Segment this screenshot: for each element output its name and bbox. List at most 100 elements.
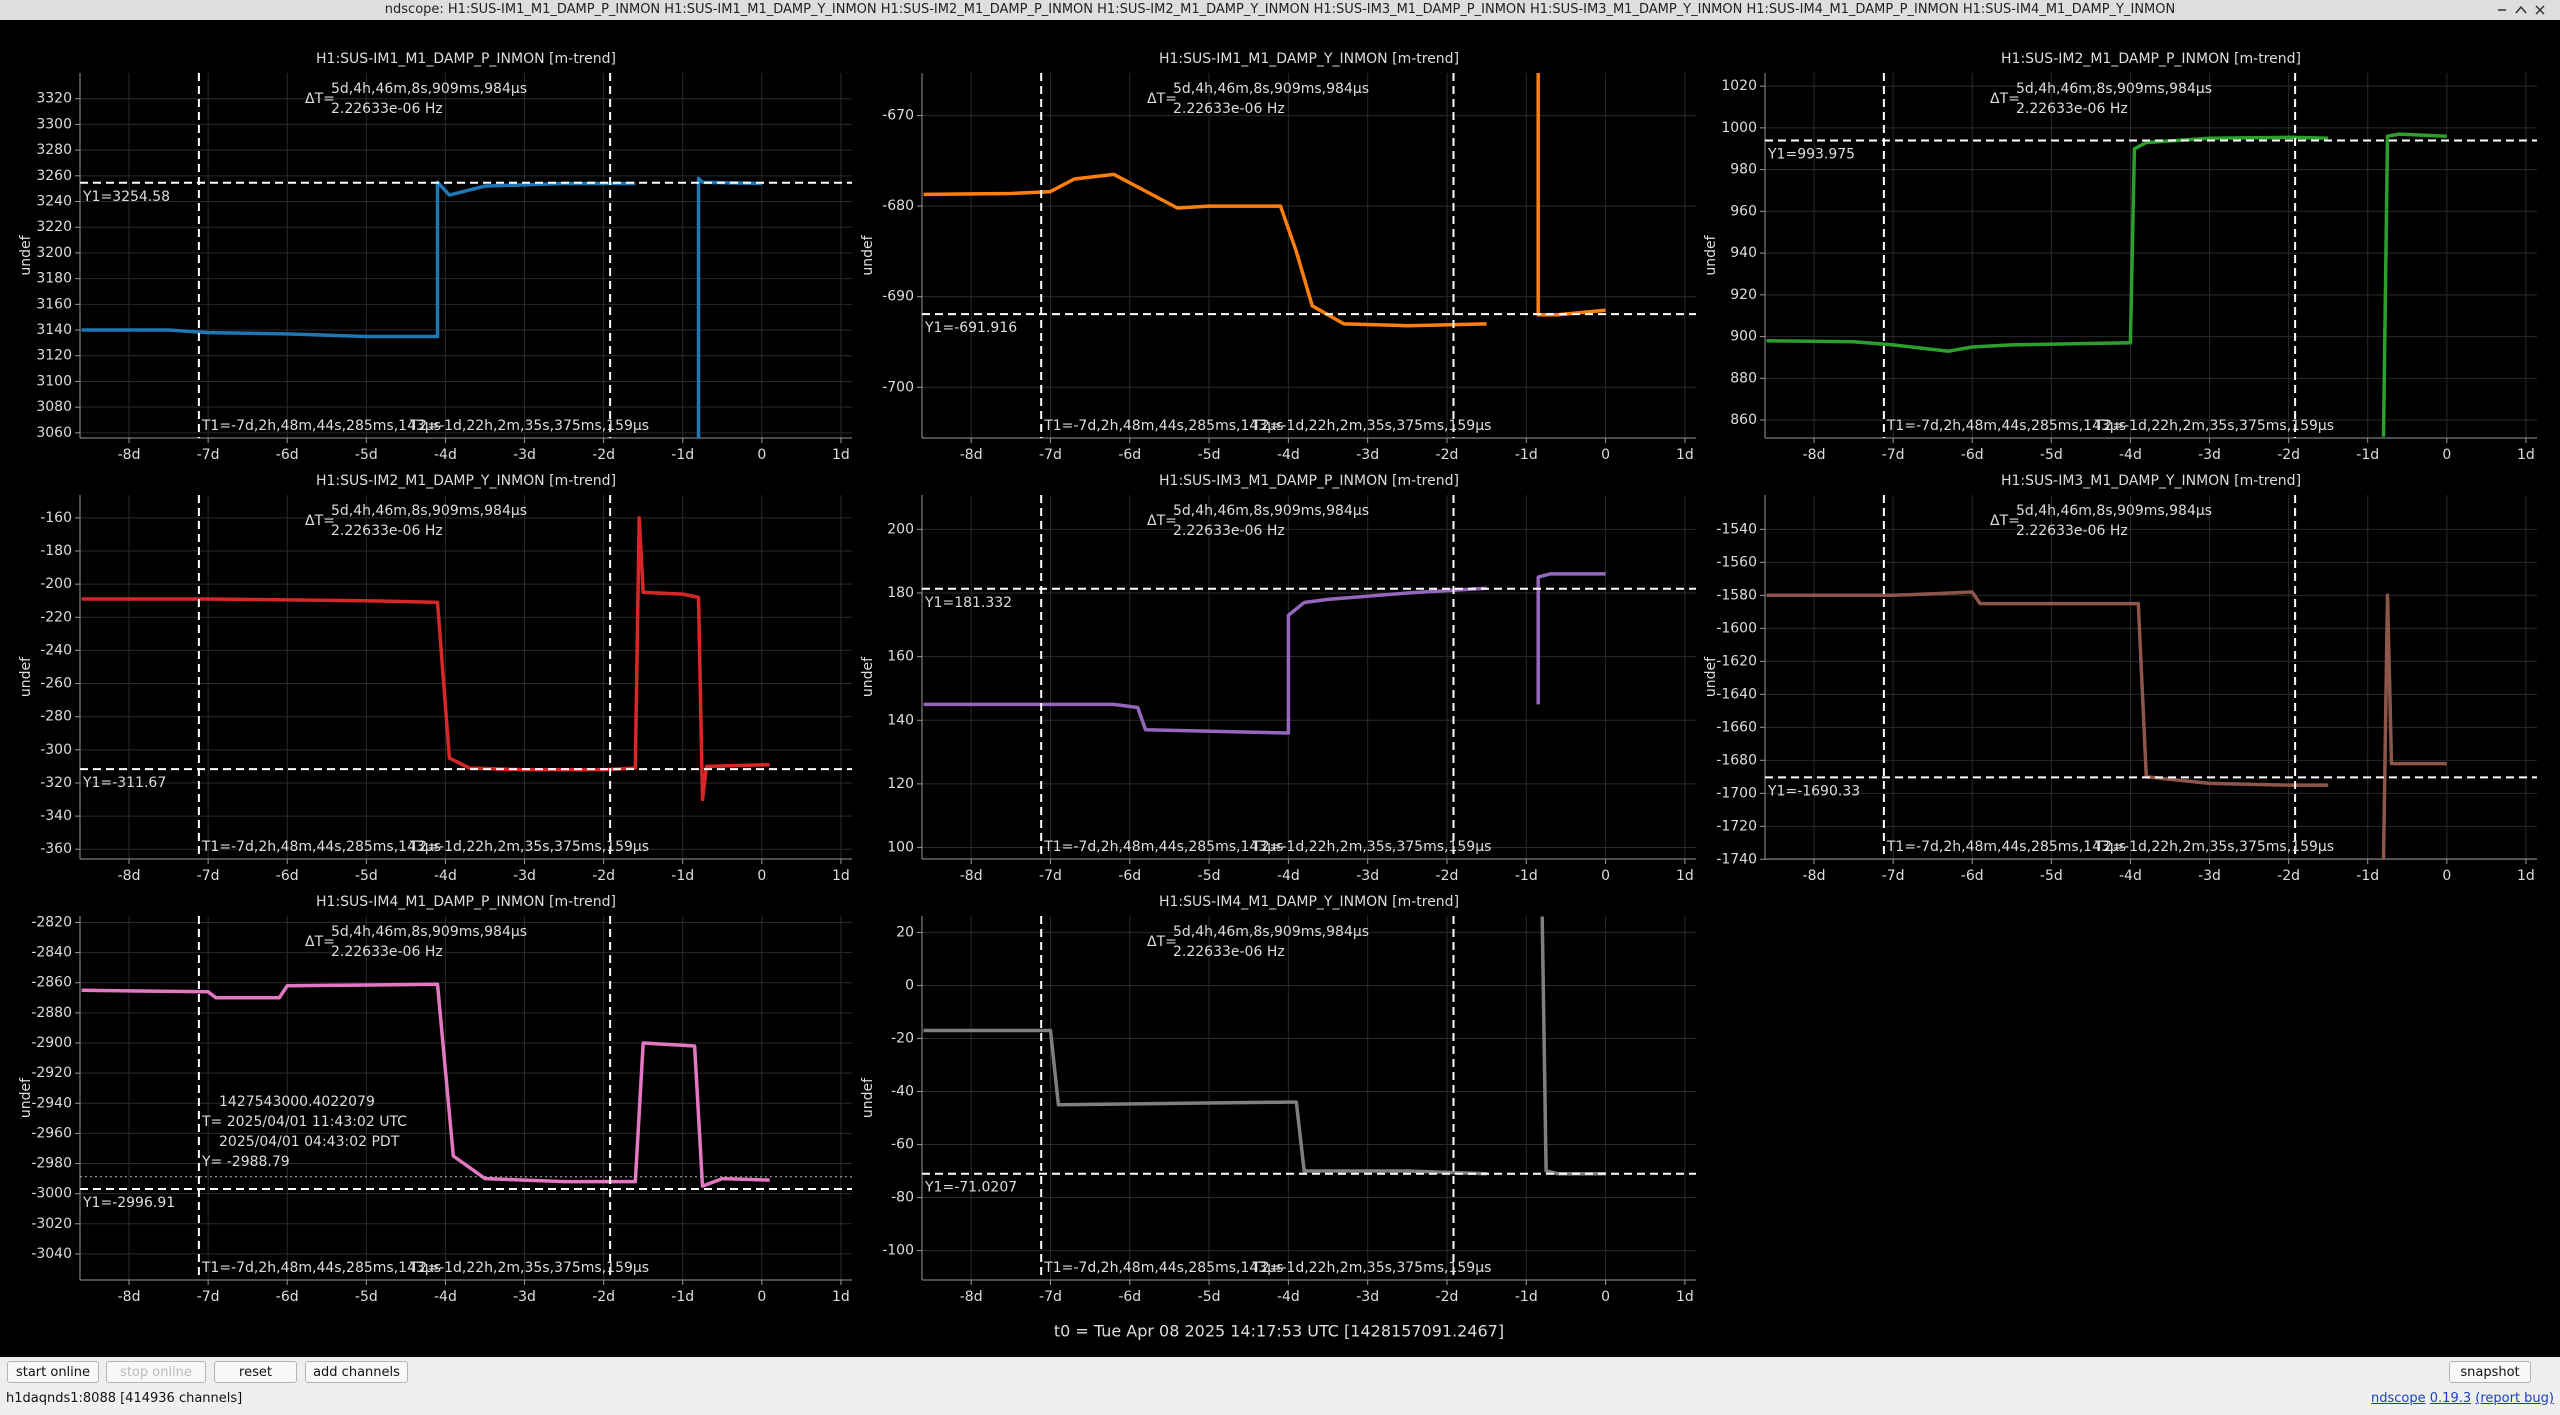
x-tick-label: 0 — [2442, 868, 2451, 884]
y-tick-label: 3260 — [36, 168, 72, 184]
frequency-value: 2.22633e-06 Hz — [1173, 523, 1285, 539]
x-tick-label: -1d — [2356, 868, 2379, 884]
plot-title: H1:SUS-IM2_M1_DAMP_Y_INMON [m-trend] — [316, 473, 616, 489]
y-tick-label: 900 — [1730, 329, 1757, 345]
y-tick-label: 3060 — [36, 425, 72, 441]
x-tick-label: -4d — [2119, 868, 2142, 884]
plot-panel: H1:SUS-IM4_M1_DAMP_P_INMON [m-trend] unde… — [18, 894, 852, 1305]
y-tick-label: -260 — [40, 676, 72, 692]
t2-label: T2=-1d,22h,2m,35s,375ms,159μs — [1251, 1260, 1491, 1276]
frequency-value: 2.22633e-06 Hz — [331, 101, 443, 117]
snapshot-button[interactable]: snapshot — [2449, 1361, 2531, 1383]
x-tick-label: -1d — [671, 868, 694, 884]
cursor-readout: 2025/04/01 04:43:02 PDT — [219, 1134, 400, 1150]
y-tick-label: -1620 — [1716, 653, 1757, 669]
trace — [1766, 590, 2447, 859]
y-tick-label: 3200 — [36, 245, 72, 261]
plot-panel: H1:SUS-IM1_M1_DAMP_P_INMON [m-trend] unde… — [18, 51, 852, 463]
y-tick-label: -1740 — [1716, 851, 1757, 867]
y-tick-label: -2840 — [31, 945, 72, 961]
cursor-readout: T= 2025/04/01 11:43:02 UTC — [201, 1114, 407, 1130]
x-tick-label: -7d — [1039, 1289, 1062, 1305]
close[interactable] — [2535, 5, 2545, 15]
y-tick-label: 120 — [887, 776, 914, 792]
y1-label: Y1=-691.916 — [924, 320, 1017, 336]
y-axis-label: undef — [860, 1077, 876, 1118]
t2-label: T2=-1d,22h,2m,35s,375ms,159μs — [2094, 839, 2334, 855]
title-bar: ndscope: H1:SUS-IM1_M1_DAMP_P_INMON H1:S… — [0, 0, 2560, 20]
x-tick-label: -6d — [276, 447, 299, 463]
x-tick-label: -5d — [2040, 868, 2063, 884]
report-bug-link[interactable]: (report bug) — [2475, 1391, 2554, 1406]
y-tick-label: 0 — [905, 977, 914, 993]
x-tick-label: -4d — [1277, 447, 1300, 463]
t2-label: T2=-1d,22h,2m,35s,375ms,159μs — [2094, 418, 2334, 434]
y1-label: Y1=-1690.33 — [1767, 783, 1860, 799]
y-tick-label: 3140 — [36, 322, 72, 338]
x-tick-label: -1d — [1515, 1289, 1538, 1305]
trace — [81, 982, 770, 1188]
delta-t-label: ΔT= — [305, 513, 335, 529]
window-controls — [2498, 5, 2545, 15]
y-tick-label: -160 — [40, 510, 72, 526]
y-tick-label: -1580 — [1716, 587, 1757, 603]
toolbar: start online stop online reset add chann… — [0, 1357, 2560, 1415]
x-tick-label: -2d — [1436, 1289, 1459, 1305]
plot-title: H1:SUS-IM2_M1_DAMP_P_INMON [m-trend] — [2001, 51, 2301, 67]
y-tick-label: -1660 — [1716, 719, 1757, 735]
y-tick-label: -670 — [882, 108, 914, 124]
add-channels-button[interactable]: add channels — [305, 1361, 408, 1383]
x-tick-label: -7d — [1039, 447, 1062, 463]
x-tick-label: 0 — [757, 868, 766, 884]
plot-canvas: t0 = Tue Apr 08 2025 14:17:53 UTC [14281… — [18, 51, 2537, 1341]
x-tick-label: -7d — [197, 868, 220, 884]
x-tick-label: 0 — [2442, 447, 2451, 463]
y-tick-label: -40 — [891, 1084, 914, 1100]
maximize[interactable] — [2515, 5, 2527, 14]
y-axis-label: undef — [18, 1077, 34, 1118]
y-tick-label: -2980 — [31, 1156, 72, 1172]
y-axis-label: undef — [18, 656, 34, 697]
y-tick-label: -340 — [40, 808, 72, 824]
x-tick-label: -8d — [118, 1289, 141, 1305]
delta-t-value: 5d,4h,46m,8s,909ms,984μs — [1173, 924, 1369, 940]
delta-t-value: 5d,4h,46m,8s,909ms,984μs — [331, 81, 527, 97]
delta-t-value: 5d,4h,46m,8s,909ms,984μs — [2016, 503, 2212, 519]
y-tick-label: 3120 — [36, 348, 72, 364]
trace — [81, 176, 762, 438]
y-tick-label: -360 — [40, 841, 72, 857]
x-tick-label: 1d — [832, 868, 850, 884]
frequency-value: 2.22633e-06 Hz — [1173, 944, 1285, 960]
y-tick-label: -1640 — [1716, 686, 1757, 702]
y-tick-label: 880 — [1730, 370, 1757, 386]
x-tick-label: 1d — [2517, 447, 2535, 463]
y-tick-label: -200 — [40, 576, 72, 592]
y-tick-label: -1680 — [1716, 752, 1757, 768]
start-online-button[interactable]: start online — [7, 1361, 99, 1383]
t2-label: T2=-1d,22h,2m,35s,375ms,159μs — [409, 418, 649, 434]
reset-button[interactable]: reset — [214, 1361, 297, 1383]
y-tick-label: -300 — [40, 742, 72, 758]
plot-panel: H1:SUS-IM3_M1_DAMP_P_INMON [m-trend] unde… — [860, 473, 1696, 884]
cursor-readout: 1427543000.4022079 — [219, 1094, 375, 1110]
x-tick-label: -2d — [592, 447, 615, 463]
x-tick-label: 1d — [832, 447, 850, 463]
y-tick-label: 940 — [1730, 245, 1757, 261]
version-link[interactable]: 0.19.3 — [2429, 1391, 2472, 1406]
y-tick-label: -690 — [882, 289, 914, 305]
y-tick-label: 1000 — [1721, 120, 1757, 136]
y-tick-label: -3040 — [31, 1246, 72, 1262]
x-tick-label: 0 — [757, 1289, 766, 1305]
plot-panel: H1:SUS-IM2_M1_DAMP_P_INMON [m-trend] unde… — [1703, 51, 2537, 463]
x-tick-label: -3d — [2198, 868, 2221, 884]
app-link[interactable]: ndscope — [2371, 1391, 2426, 1406]
frequency-value: 2.22633e-06 Hz — [2016, 101, 2128, 117]
y1-label: Y1=-2996.91 — [82, 1195, 175, 1211]
x-tick-label: -5d — [1198, 868, 1221, 884]
cursor-readout: Y= -2988.79 — [201, 1154, 290, 1170]
delta-t-value: 5d,4h,46m,8s,909ms,984μs — [1173, 503, 1369, 519]
y-tick-label: -240 — [40, 642, 72, 658]
x-tick-label: -3d — [513, 1289, 536, 1305]
x-tick-label: -4d — [1277, 1289, 1300, 1305]
x-tick-label: 1d — [2517, 868, 2535, 884]
